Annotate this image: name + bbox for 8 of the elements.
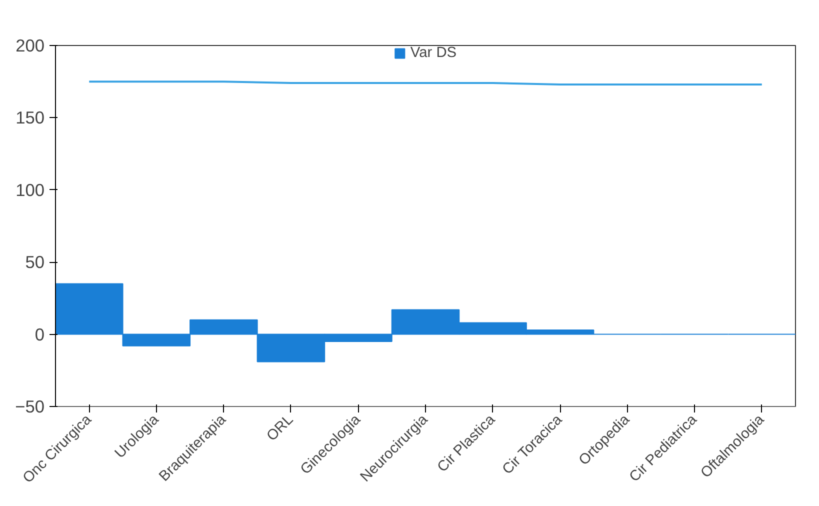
y-tick-label: 0 <box>34 324 45 344</box>
y-tick-label: 150 <box>16 108 45 128</box>
legend-label: Var DS <box>410 45 457 61</box>
y-tick-label: 100 <box>16 180 45 200</box>
y-tick-label: 50 <box>25 252 45 272</box>
y-tick-label: −50 <box>15 396 45 416</box>
x-tick-label: ORL <box>264 412 297 444</box>
y-tick-label: 200 <box>16 36 45 56</box>
